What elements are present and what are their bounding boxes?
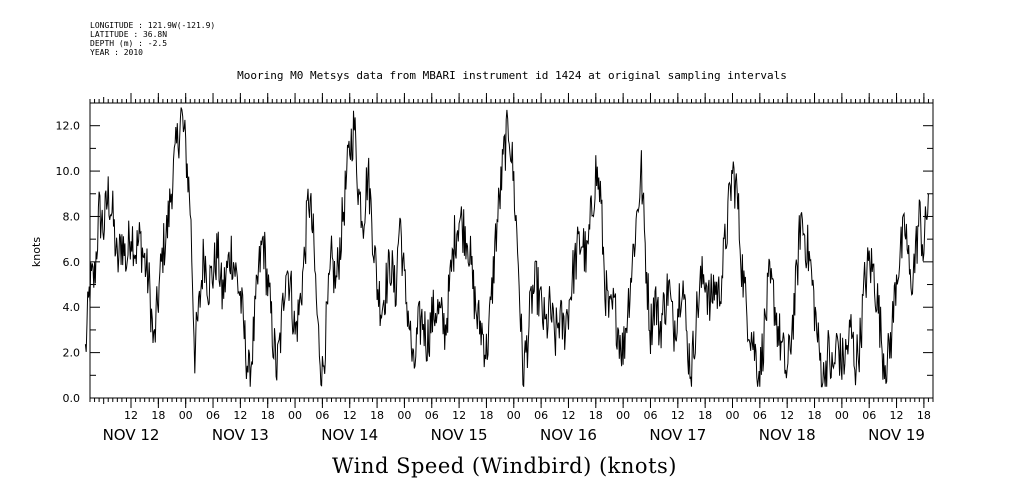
depth-text: DEPTH (m) : -2.5 (90, 39, 168, 48)
x-major-ticks (130, 93, 925, 408)
x-tick-label: 00 (507, 409, 521, 422)
day-label: NOV 18 (759, 426, 816, 444)
x-tick-labels: 12 18 00 06 12 18 00 06 12 18 00 06 12 18 00 06 12 18 00 06… (124, 409, 931, 422)
x-tick-label: 12 (671, 409, 685, 422)
x-tick-label: 12 (452, 409, 466, 422)
x-tick-label: 00 (397, 409, 411, 422)
day-label: NOV 12 (103, 426, 160, 444)
x-tick-label: 00 (288, 409, 302, 422)
day-labels: NOV 12 NOV 13 NOV 14 NOV 15 NOV 16 NOV 17 NOV … (103, 426, 925, 444)
y-tick-label: 6.0 (63, 256, 81, 269)
y-tick-label: 4.0 (63, 301, 81, 314)
x-tick-label: 00 (835, 409, 849, 422)
x-tick-label: 12 (124, 409, 138, 422)
y-tick-label: 8.0 (63, 210, 81, 223)
day-label: NOV 15 (431, 426, 488, 444)
left-ticks (90, 102, 100, 399)
latitude-text: LATITUDE : 36.8N (90, 30, 168, 39)
x-tick-label: 06 (862, 409, 876, 422)
x-tick-label: 06 (643, 409, 657, 422)
x-tick-label: 18 (808, 409, 822, 422)
y-tick-label: 0.0 (63, 392, 81, 405)
x-tick-label: 18 (370, 409, 384, 422)
x-tick-label: 00 (726, 409, 740, 422)
chart-title: Mooring M0 Metsys data from MBARI instru… (237, 69, 787, 82)
x-tick-label: 12 (233, 409, 247, 422)
x-tick-label: 18 (589, 409, 603, 422)
x-tick-label: 12 (343, 409, 357, 422)
x-tick-label: 18 (479, 409, 493, 422)
x-tick-label: 18 (151, 409, 165, 422)
y-axis-label: knots (30, 237, 43, 267)
x-tick-label: 12 (561, 409, 575, 422)
day-label: NOV 17 (649, 426, 706, 444)
x-tick-label: 18 (261, 409, 275, 422)
metadata-block: LONGITUDE : 121.9W(-121.9) LATITUDE : 36.… (90, 21, 215, 57)
x-tick-label: 18 (698, 409, 712, 422)
day-label: NOV 19 (868, 426, 925, 444)
y-tick-label: 12.0 (56, 120, 81, 133)
y-tick-label: 2.0 (63, 347, 81, 360)
y-tick-labels: 0.0 2.0 4.0 6.0 8.0 10.0 12.0 (56, 120, 81, 405)
x-tick-label: 06 (534, 409, 548, 422)
x-tick-label: 18 (917, 409, 931, 422)
x-tick-label: 00 (179, 409, 193, 422)
year-text: YEAR : 2010 (90, 48, 143, 57)
plot-frame (89, 102, 934, 399)
x-tick-label: 06 (315, 409, 329, 422)
wind-speed-series-line (84, 107, 929, 388)
day-label: NOV 13 (212, 426, 269, 444)
x-tick-label: 12 (780, 409, 794, 422)
longitude-text: LONGITUDE : 121.9W(-121.9) (90, 21, 216, 30)
x-tick-label: 06 (206, 409, 220, 422)
x-tick-label: 12 (890, 409, 904, 422)
x-tick-label: 06 (425, 409, 439, 422)
x-tick-label: 06 (753, 409, 767, 422)
variable-label: Wind Speed (Windbird) (knots) (332, 454, 677, 478)
day-label: NOV 16 (540, 426, 597, 444)
day-label: NOV 14 (321, 426, 378, 444)
y-tick-label: 10.0 (56, 165, 81, 178)
x-tick-label: 00 (616, 409, 630, 422)
